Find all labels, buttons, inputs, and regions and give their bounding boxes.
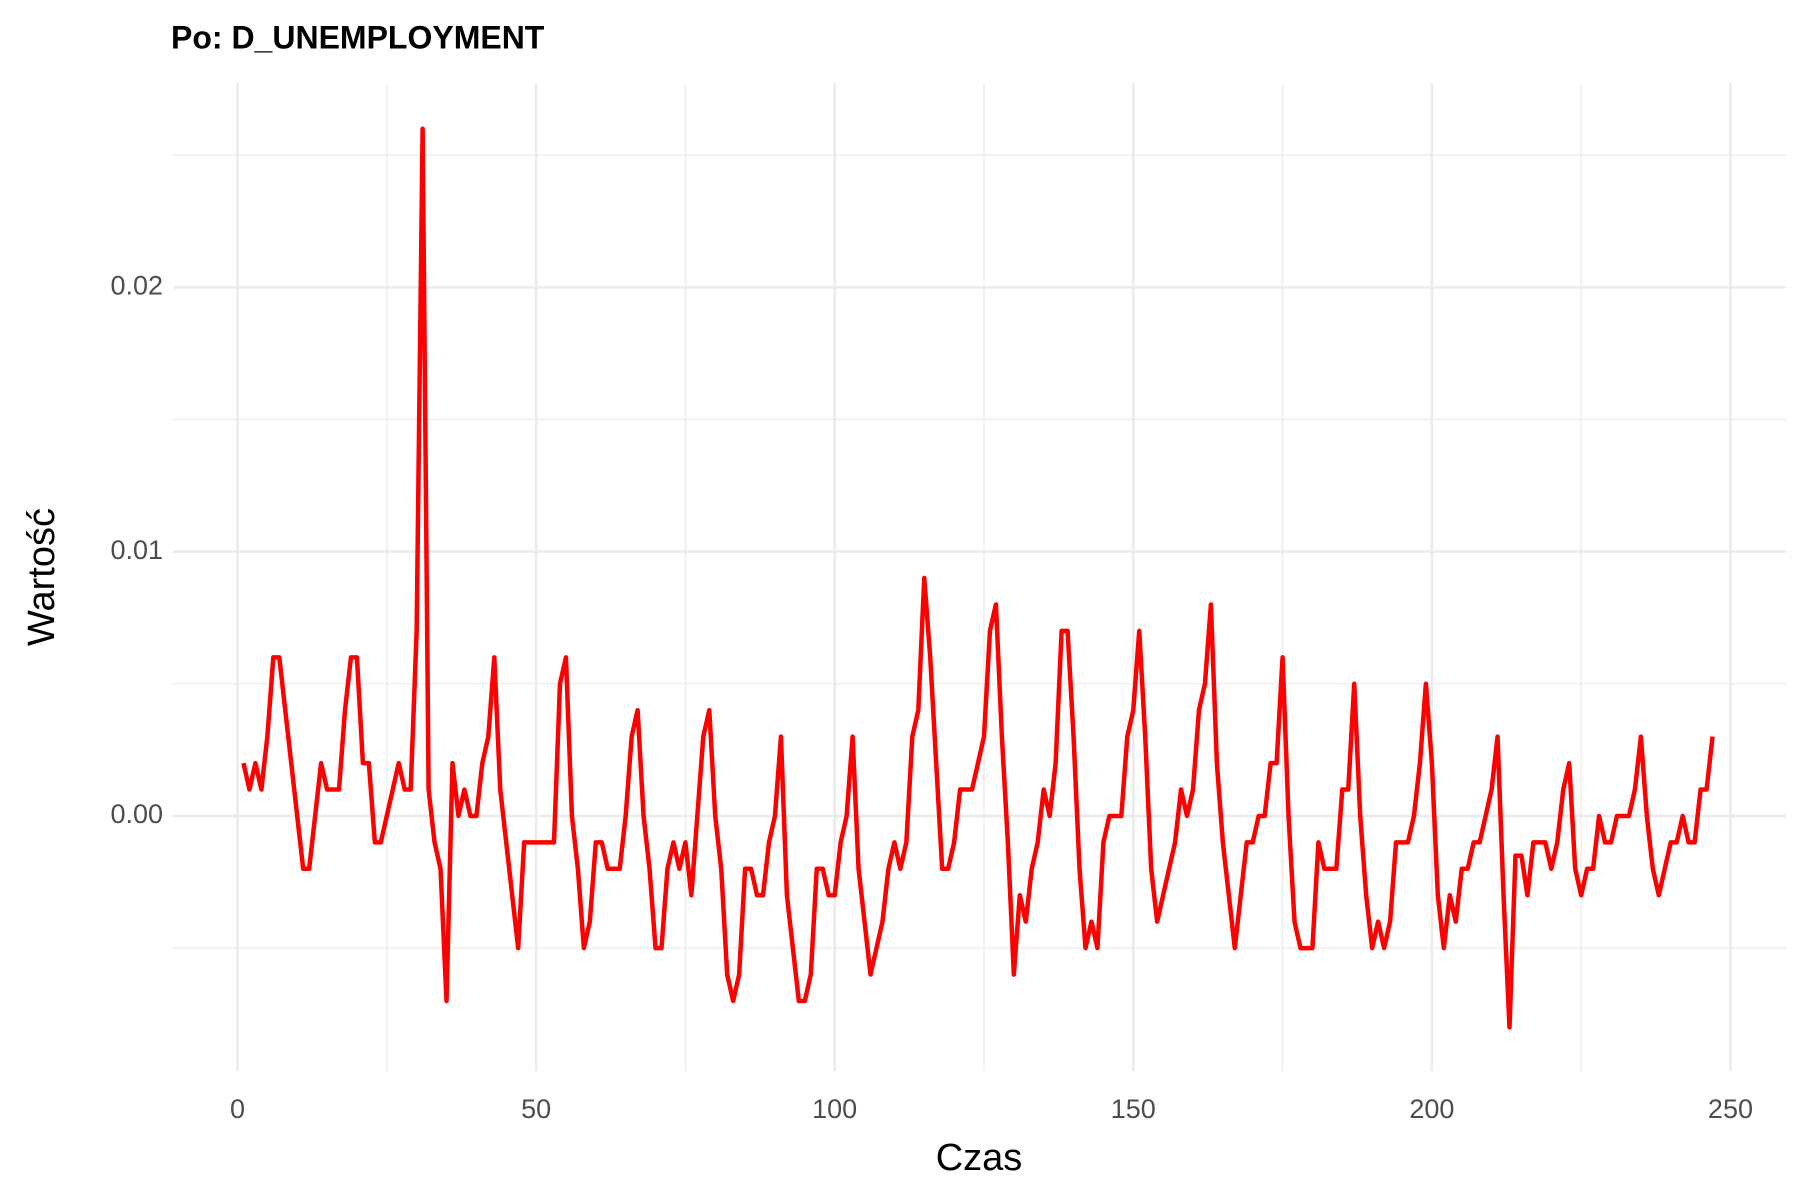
x-tick-label: 200: [1409, 1094, 1454, 1124]
x-tick-label: 50: [521, 1094, 551, 1124]
x-axis-title: Czas: [936, 1137, 1023, 1179]
x-tick-label: 0: [230, 1094, 245, 1124]
x-tick-label: 250: [1708, 1094, 1753, 1124]
y-tick-label: 0.01: [110, 535, 163, 565]
y-tick-label: 0.00: [110, 799, 163, 829]
x-tick-label: 100: [812, 1094, 857, 1124]
chart-title: Po: D_UNEMPLOYMENT: [171, 19, 545, 55]
series-line: [241, 126, 1715, 1030]
x-tick-label: 150: [1111, 1094, 1156, 1124]
y-axis-title: Wartość: [21, 508, 63, 646]
y-tick-label: 0.02: [110, 270, 163, 300]
